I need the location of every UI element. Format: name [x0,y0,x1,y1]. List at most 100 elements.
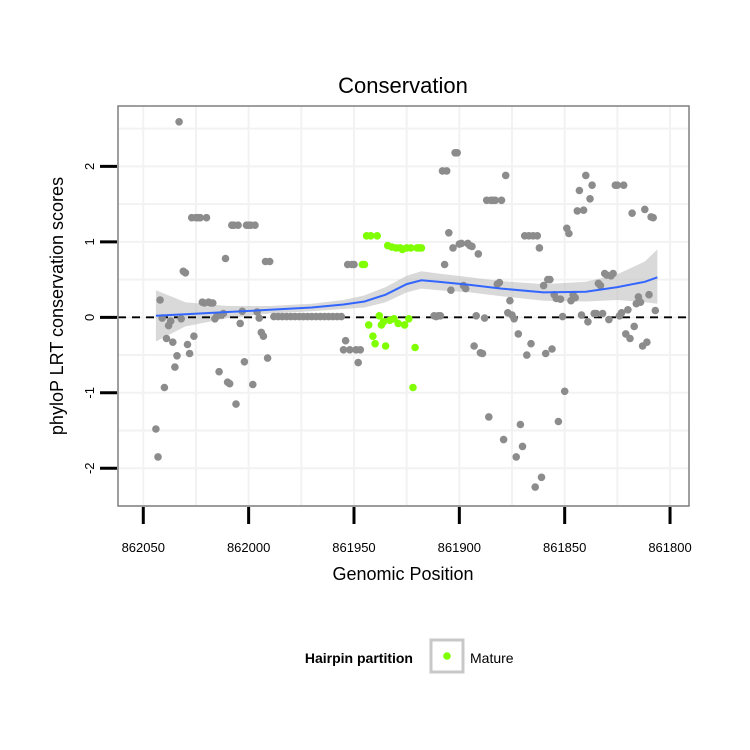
data-point [584,318,592,326]
data-point [649,213,657,222]
data-point [491,196,500,205]
data-point [470,342,478,350]
data-point [588,181,596,189]
x-axis-title: Genomic Position [332,564,473,584]
data-point [474,250,483,258]
data-point [160,383,169,392]
data-point [183,340,192,349]
data-point [166,317,175,325]
data-point [468,242,476,251]
data-point [546,275,554,284]
data-point [240,358,249,366]
data-point [535,244,544,252]
grid-lines [118,106,689,507]
data-point [518,442,527,451]
data-point [577,311,586,319]
data-point [630,322,638,331]
y-tick-label: 1 [82,238,97,245]
data-point [531,483,539,491]
y-tick-label: 2 [82,163,97,170]
mature-point [409,383,417,392]
x-tick-label: 862000 [227,540,270,555]
mature-point [369,332,377,341]
chart-title: Conservation [338,73,468,98]
data-point [156,296,164,304]
data-point [171,363,179,371]
data-point [154,453,162,461]
data-point [573,207,582,215]
data-point [449,244,457,252]
data-point [506,296,514,305]
data-point [234,221,242,229]
data-point [501,171,510,180]
mature-point [381,342,390,350]
mature-point [417,244,426,252]
mature-point [400,321,409,329]
data-point [556,295,565,304]
data-point [177,315,185,323]
data-point [461,284,470,293]
smooth-trend-line [155,276,658,317]
data-point [478,349,487,358]
mature-point [375,312,384,320]
data-point [173,352,181,360]
data-point [356,346,365,354]
data-point [527,339,535,348]
data-point [249,380,257,389]
data-point [514,330,523,338]
data-point [523,351,531,359]
data-point [560,387,569,396]
data-point [586,195,594,203]
mature-point [405,315,413,323]
mature-point [379,318,388,326]
data-point [436,312,445,320]
data-point [626,334,634,343]
data-point [472,312,481,320]
data-point [609,269,617,278]
data-point [181,269,190,277]
plot-panel-border [117,105,690,507]
data-point [442,167,451,175]
x-tick-label: 861900 [438,540,481,555]
mature-point [394,319,403,328]
data-point [219,309,228,318]
data-point [341,336,350,345]
data-point [596,281,605,290]
data-point [185,349,194,358]
y-tick-label: 0 [82,314,97,321]
data-point [354,358,363,367]
mature-point [407,244,415,252]
x-tick-label: 861800 [648,540,691,555]
data-point [202,213,211,222]
data-point [558,312,567,321]
data-point [598,309,607,318]
mature-point [411,343,419,352]
data-point [196,213,204,222]
data-points [152,118,660,491]
data-point [643,338,651,347]
x-axis: 862050 862000 861950 861900 861850 861800 [122,507,692,555]
data-point [579,206,588,214]
data-point [533,232,542,240]
data-point [636,298,645,307]
data-point [605,315,613,324]
data-point [225,379,234,388]
data-point [480,314,489,322]
data-point [619,181,628,189]
mature-point [373,232,382,240]
data-point [617,309,626,317]
data-point [445,229,453,237]
data-point [624,306,632,314]
data-point [265,257,274,266]
data-point [613,181,622,189]
data-point [651,306,660,315]
mature-point [360,260,369,269]
data-point [541,349,550,358]
data-point [232,400,240,408]
legend-entry-mature: Mature [470,650,514,666]
data-point [641,205,649,214]
data-point [440,260,449,269]
legend-title: Hairpin partition [305,650,413,666]
data-point [169,338,177,347]
data-point [645,290,653,299]
